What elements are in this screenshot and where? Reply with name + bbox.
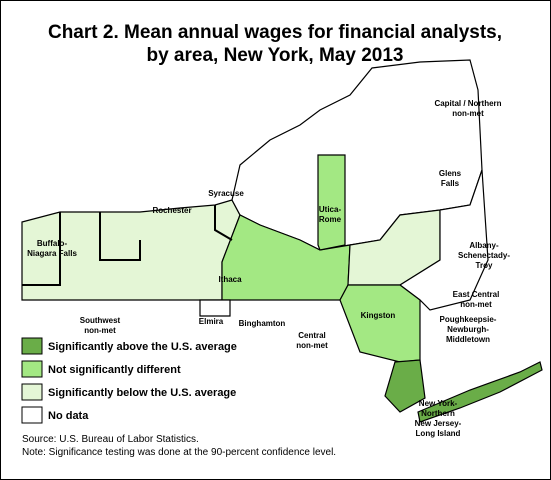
border: [214, 205, 233, 241]
area-label: Northern: [421, 409, 455, 418]
area-label: Elmira: [199, 317, 224, 326]
area-label: New Jersey-: [415, 419, 462, 428]
region: [398, 169, 489, 311]
area-label: Central: [298, 331, 326, 340]
area-label: Falls: [441, 179, 460, 188]
area-label: New York-: [419, 399, 458, 408]
area-label: non-met: [452, 109, 484, 118]
area-label: Southwest: [80, 316, 121, 325]
title-line: Chart 2. Mean annual wages for financial…: [48, 22, 502, 43]
note: Note: Significance testing was done at t…: [22, 447, 336, 458]
legend-swatch: [21, 406, 43, 424]
region: [317, 154, 346, 251]
area-label: non-met: [296, 341, 328, 350]
area-label: Syracuse: [208, 189, 244, 198]
area-label: Long Island: [416, 429, 461, 438]
area-label: Poughkeepsie-: [440, 315, 497, 324]
legend-label: Significantly above the U.S. average: [48, 341, 237, 353]
area-label: Albany-: [469, 241, 499, 250]
area-label: Binghamton: [239, 319, 286, 328]
area-label: Capital / Northern: [434, 99, 501, 108]
legend-swatch: [21, 383, 43, 401]
area-label: Rome: [319, 215, 342, 224]
border: [99, 212, 141, 261]
area-label: Troy: [476, 261, 493, 270]
area-label: Middletown: [446, 335, 490, 344]
legend-swatch: [21, 337, 43, 355]
region: [384, 359, 426, 413]
area-label: Rochester: [152, 206, 191, 215]
area-label: Buffalo-: [37, 239, 68, 248]
legend-label: Not significantly different: [48, 364, 181, 376]
region: [339, 284, 421, 363]
area-label: Niagara Falls: [27, 249, 77, 258]
source: Source: U.S. Bureau of Labor Statistics.: [22, 434, 199, 445]
region: [417, 361, 543, 423]
area-label: Schenectady-: [458, 251, 510, 260]
area-label: Ithaca: [218, 275, 242, 284]
area-label: Kingston: [361, 311, 396, 320]
area-label: Newburgh-: [447, 325, 489, 334]
area-label: non-met: [460, 300, 492, 309]
area-label: Glens: [439, 169, 462, 178]
title-line: by area, New York, May 2013: [146, 45, 403, 66]
area-label: non-met: [84, 326, 116, 335]
area-label: Utica-: [319, 205, 342, 214]
border: [22, 212, 61, 286]
area-label: East Central: [453, 290, 500, 299]
state-map: [21, 59, 543, 423]
legend-label: Significantly below the U.S. average: [48, 387, 236, 399]
legend-swatch: [21, 360, 43, 378]
region: [199, 299, 231, 317]
legend-label: No data: [48, 410, 89, 422]
